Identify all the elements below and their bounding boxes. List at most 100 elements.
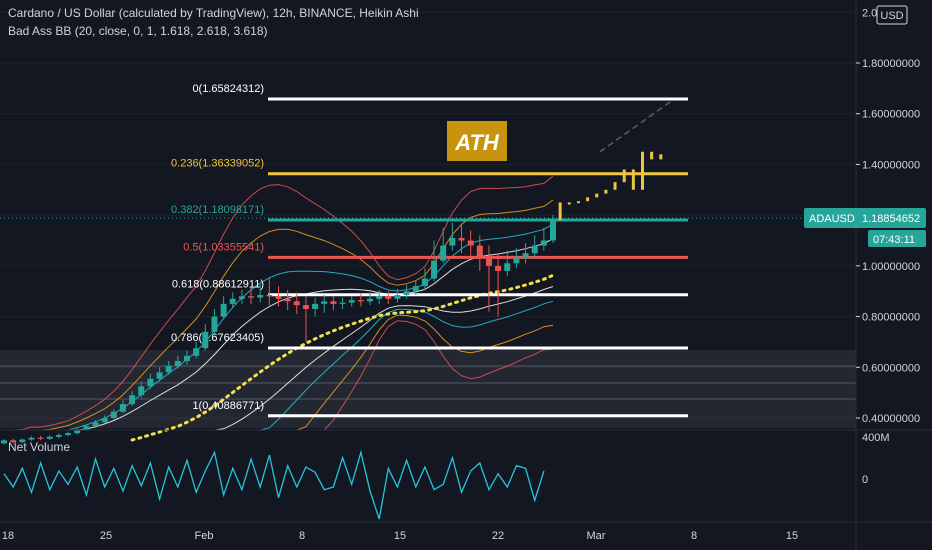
candle-body <box>10 440 17 443</box>
candle-body <box>284 298 291 302</box>
candle-body <box>513 258 520 264</box>
candle-body <box>485 258 492 266</box>
price-tick-label: 1.80000000 <box>862 58 920 70</box>
candle-body <box>403 291 410 296</box>
candle-body <box>449 237 456 246</box>
candle-body <box>266 295 273 297</box>
fibonacci-retracement[interactable]: 0(1.65824312) 0.236(1.36339052) 0.382(1.18… <box>171 83 688 418</box>
candle-body <box>312 303 319 309</box>
candle-body <box>238 296 245 299</box>
candle-body <box>476 245 483 259</box>
candle-body <box>156 372 163 379</box>
price-tag-bg <box>804 208 926 228</box>
candle-body <box>421 278 428 287</box>
candle-body <box>28 437 35 440</box>
currency-badge[interactable]: USD <box>876 5 908 25</box>
candle-body <box>92 422 99 427</box>
indicator-title[interactable]: Bad Ass BB (20, close, 0, 1, 1.618, 2.61… <box>8 24 268 38</box>
fib-level-label: 0.236(1.36339052) <box>171 158 264 170</box>
candle-body <box>321 301 328 304</box>
candle-body <box>531 245 538 254</box>
volume-axis-top: 400M <box>862 432 890 444</box>
projected-candle <box>604 189 608 194</box>
projected-candle <box>641 151 644 190</box>
projection-trendline <box>599 97 676 153</box>
ath-annotation[interactable]: ATH <box>447 121 507 161</box>
candle-body <box>184 355 190 361</box>
date-tick-label: 8 <box>691 530 697 542</box>
countdown-text: 07:43:11 <box>873 234 915 246</box>
candle-body <box>229 298 236 304</box>
price-tag-symbol: ADAUSD <box>809 213 855 225</box>
candle-body <box>495 265 502 271</box>
candle-body <box>74 429 81 434</box>
candle-body <box>165 366 172 373</box>
candle-body <box>540 240 547 246</box>
date-tick-label: 25 <box>100 530 112 542</box>
price-tag-value: 1.18854652 <box>862 213 920 225</box>
candle-body <box>220 303 227 317</box>
currency-badge-label: USD <box>880 10 903 22</box>
candle-body <box>504 263 511 271</box>
candle-body <box>275 296 282 299</box>
candles[interactable] <box>1 215 556 445</box>
candle-body <box>55 434 62 437</box>
candle-body <box>129 395 136 405</box>
candle-body <box>357 300 364 302</box>
projected-candle <box>576 201 580 204</box>
projected-candle <box>567 202 571 205</box>
candle-body <box>138 386 145 396</box>
price-tick-label: 1.40000000 <box>862 159 920 171</box>
net-volume-title: Net Volume <box>8 440 70 454</box>
projected-candle <box>586 197 590 202</box>
ath-badge <box>447 121 507 161</box>
fib-level-label: 0(1.65824312) <box>192 83 264 95</box>
candle-body <box>46 436 53 439</box>
candle-body <box>302 305 309 309</box>
net-volume-line <box>3 449 545 520</box>
candle-body <box>431 260 438 279</box>
candle-body <box>193 348 200 356</box>
date-axis[interactable]: 18 25 Feb 8 15 22 Mar 8 15 <box>2 530 798 542</box>
candle-body <box>440 245 447 261</box>
symbol-title[interactable]: Cardano / US Dollar (calculated by Tradi… <box>8 6 419 20</box>
band-line <box>4 199 554 431</box>
candle-body <box>376 296 383 299</box>
fib-level-label: 1(0.40886771) <box>192 400 264 412</box>
current-price-tag: ADAUSD 1.18854652 07:43:11 <box>804 208 926 247</box>
date-tick-label: 18 <box>2 530 14 542</box>
candle-body <box>385 296 392 299</box>
candle-body <box>1 440 7 444</box>
net-volume-series <box>3 449 545 520</box>
grid <box>0 11 856 428</box>
candle-body <box>550 220 556 241</box>
candle-body <box>248 296 255 298</box>
date-tick-label: 22 <box>492 530 504 542</box>
fib-level-label: 0.618(0.88612911) <box>172 279 264 291</box>
price-tick-label: 1.60000000 <box>862 109 920 121</box>
projection-candles <box>558 151 663 221</box>
candle-body <box>412 286 419 292</box>
candle-body <box>293 301 300 306</box>
candle-body <box>110 411 117 418</box>
candle-body <box>101 418 108 423</box>
price-tick-label: 0.80000000 <box>862 312 920 324</box>
price-tick-label: 0.40000000 <box>862 413 920 425</box>
candle-body <box>467 240 474 246</box>
date-tick-label: Mar <box>587 530 606 542</box>
date-tick-label: Feb <box>195 530 214 542</box>
projected-candle <box>650 151 654 160</box>
candle-body <box>257 295 264 298</box>
fib-level-label: 0.5(1.03355541) <box>183 241 264 253</box>
candle-body <box>37 437 44 439</box>
date-tick-label: 8 <box>299 530 305 542</box>
candle-body <box>83 426 90 430</box>
currency-badge-box <box>876 5 908 25</box>
countdown-bg <box>868 230 926 247</box>
candle-body <box>522 253 529 259</box>
price-tick-label: 2.0 <box>862 7 877 19</box>
candle-body <box>330 301 337 304</box>
candle-body <box>458 237 465 241</box>
candle-body <box>348 300 355 303</box>
